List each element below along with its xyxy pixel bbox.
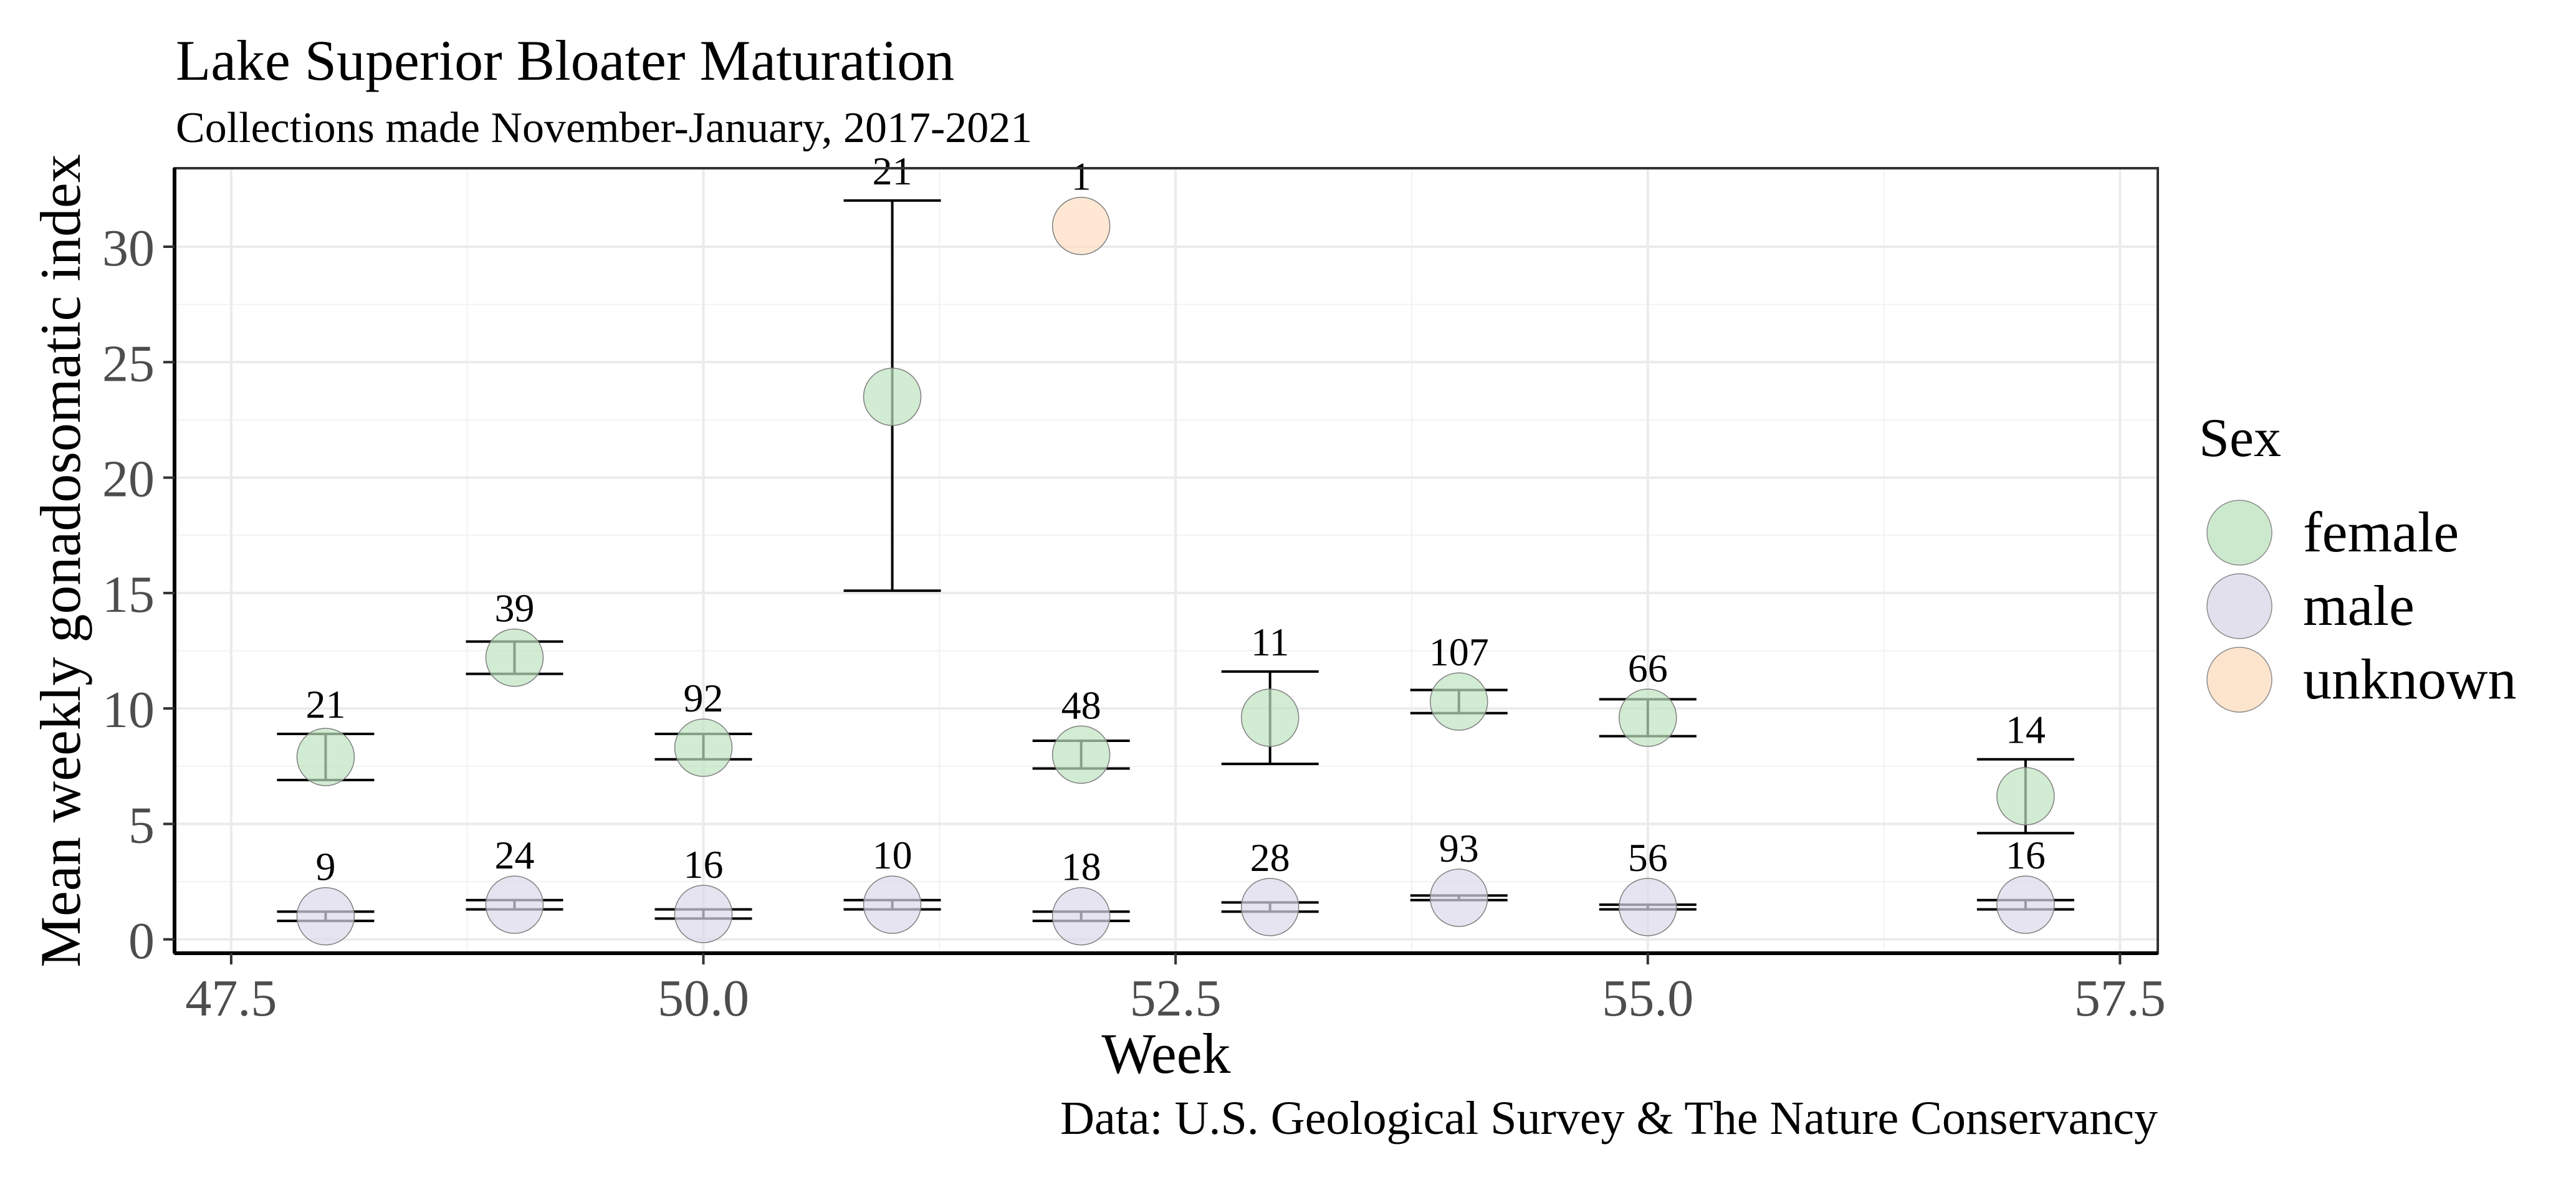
point-male [485, 875, 544, 934]
sample-size-label: 24 [494, 833, 534, 877]
x-tick-label: 47.5 [185, 969, 277, 1027]
plot-panel [175, 168, 2158, 953]
sample-size-label: 14 [2006, 708, 2046, 752]
x-axis-title: Week [1101, 1022, 1230, 1085]
sample-size-label: 1 [1071, 155, 1091, 199]
chart-caption: Data: U.S. Geological Survey & The Natur… [1060, 1092, 2158, 1144]
point-male [1996, 875, 2055, 934]
x-tick-label: 50.0 [658, 969, 749, 1027]
sample-size-label: 11 [1251, 620, 1290, 664]
sample-size-label: 66 [1628, 646, 1668, 690]
point-female [1996, 767, 2055, 826]
sample-size-label: 9 [315, 845, 335, 889]
point-female [485, 628, 544, 687]
point-female [674, 718, 733, 777]
y-axis-title: Mean weekly gonadosomatic index [29, 154, 92, 968]
point-female [863, 368, 922, 426]
legend-key-female [2206, 500, 2272, 566]
legend-label-female: female [2303, 500, 2459, 564]
sample-size-label: 21 [305, 682, 345, 726]
sample-size-label: 18 [1061, 845, 1101, 889]
y-tick-label: 15 [102, 566, 155, 624]
data-points [296, 196, 2055, 946]
point-female [1240, 688, 1300, 747]
point-male [1240, 878, 1300, 936]
point-male [1619, 878, 1677, 936]
point-male [1051, 887, 1111, 946]
x-tick-label: 57.5 [2074, 969, 2166, 1027]
count-labels: 21 39 92 21 48 11 107 66 14 9 24 16 10 18 28 93 56 16 1 [305, 149, 2045, 889]
sample-size-label: 107 [1429, 630, 1489, 674]
y-tick-label: 0 [128, 912, 155, 970]
sample-size-label: 93 [1439, 826, 1479, 870]
sample-size-label: 21 [873, 149, 912, 193]
x-tick-label: 52.5 [1130, 969, 1222, 1027]
sample-size-label: 48 [1061, 683, 1101, 727]
x-tick-label: 55.0 [1602, 969, 1693, 1027]
legend-title: Sex [2199, 408, 2281, 469]
sample-size-label: 28 [1250, 835, 1290, 880]
legend-label-unknown: unknown [2303, 647, 2516, 711]
point-male [863, 875, 922, 934]
legend-key-male [2206, 573, 2272, 639]
chart-title: Lake Superior Bloater Maturation [176, 29, 954, 92]
point-unknown [1051, 196, 1111, 255]
sample-size-label: 10 [873, 833, 912, 877]
sample-size-label: 56 [1628, 835, 1668, 880]
point-female [296, 728, 355, 786]
point-male [1429, 868, 1488, 927]
point-female [1051, 725, 1111, 784]
point-male [296, 887, 355, 946]
legend-key-unknown [2206, 647, 2272, 713]
sample-size-label: 16 [2006, 833, 2046, 877]
point-male [674, 885, 733, 943]
y-tick-label: 20 [102, 450, 155, 508]
sample-size-label: 92 [684, 676, 724, 720]
sample-size-label: 39 [494, 586, 534, 630]
chart-subtitle: Collections made November-January, 2017-… [176, 104, 1032, 152]
point-female [1619, 688, 1677, 747]
sample-size-label: 16 [684, 842, 724, 887]
y-tick-label: 30 [102, 219, 155, 277]
y-tick-label: 25 [102, 335, 155, 393]
axis-ticks: 47.5 50.0 52.5 55.0 57.5 0 5 10 15 20 25 30 [102, 219, 2166, 1027]
legend-label-male: male [2303, 574, 2415, 637]
legend: Sex female male unknown [2199, 408, 2516, 713]
y-tick-label: 5 [128, 796, 155, 854]
y-tick-label: 10 [102, 681, 155, 739]
grid-lines [175, 168, 2158, 953]
point-female [1429, 672, 1488, 731]
